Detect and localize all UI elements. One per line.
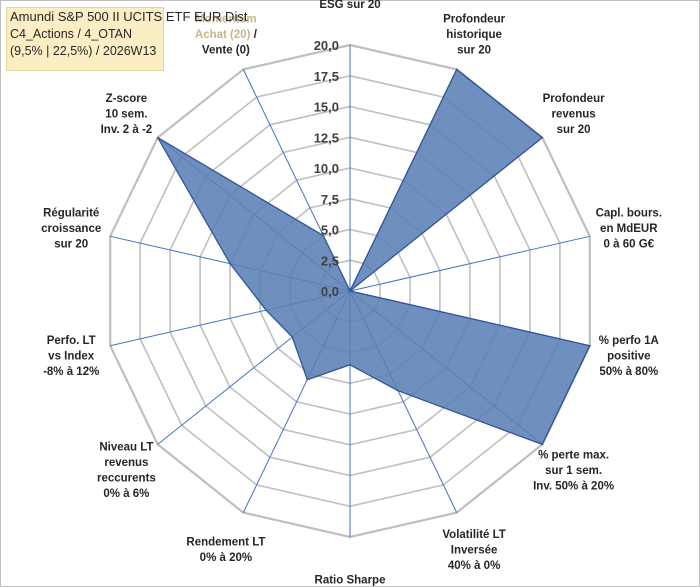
axis-label: Niveau LT revenus reccurents 0% à 6% — [97, 442, 156, 501]
radial-tick-labels: 0,0 2,5 5,0 7,5 10,0 12,5 15,0 17,5 20,0 — [314, 38, 339, 299]
data-point — [541, 443, 544, 446]
data-point — [291, 336, 294, 338]
axis-label: Profondeur historique sur 20 — [443, 14, 505, 57]
axis-label: Momentum Achat (20) / Vente (0) — [195, 14, 258, 57]
axis-label: Régularité croissance sur 20 — [41, 208, 101, 251]
tick-label: 20,0 — [314, 38, 339, 53]
tick-label: 5,0 — [321, 223, 339, 238]
axis-label: Capl. bours. en MdEUR 0 à 60 G€ — [596, 208, 662, 251]
tick-label: 10,0 — [314, 161, 339, 176]
tick-label: 17,5 — [314, 69, 339, 84]
fund-week: (9,5% | 22,5%) / 2026W13 — [10, 44, 157, 58]
axis-label: Z-score 10 sem. Inv. 2 à -2 — [101, 93, 153, 136]
tick-label: 15,0 — [314, 100, 339, 115]
axis-label: Ratio Sharpe0 à 1 — [315, 574, 386, 587]
data-point — [397, 389, 399, 392]
fund-info-box: Amundi S&P 500 II UCITS ETF EUR Dist C4_… — [6, 7, 248, 71]
tick-label: 12,5 — [314, 130, 339, 145]
data-point — [306, 378, 309, 381]
data-point — [541, 136, 544, 139]
axis-label: NoteESG sur 20 — [319, 0, 380, 11]
series-area — [157, 68, 591, 446]
data-point — [229, 262, 231, 265]
axis-label: Perfo. LT vs Index -8% à 12% — [43, 335, 99, 378]
tick-label: 0,0 — [321, 284, 339, 299]
axis-label: % perte max. sur 1 sem. Inv. 50% à 20% — [533, 450, 614, 493]
tick-label: 7,5 — [321, 192, 339, 207]
data-point — [265, 309, 267, 312]
fund-category: C4_Actions / 4_OTAN — [10, 26, 133, 41]
axis-label: Volatilité LT Inversée 40% à 0% — [442, 529, 505, 572]
fund-name: Amundi S&P 500 II UCITS ETF EUR Dist — [10, 9, 248, 24]
axis-label: Profondeur revenus sur 20 — [543, 93, 605, 136]
axis-label: Rendement LT 0% à 20% — [186, 537, 265, 565]
data-point — [589, 344, 591, 347]
data-point — [156, 136, 159, 139]
data-point — [349, 364, 351, 366]
radar-series — [156, 68, 591, 446]
spoke-line — [349, 235, 590, 292]
data-point — [322, 234, 325, 237]
data-point — [349, 290, 351, 292]
axis-label: % perfo 1A positive 50% à 80% — [599, 335, 659, 378]
tick-label: 2,5 — [321, 253, 339, 268]
data-point — [455, 68, 458, 71]
